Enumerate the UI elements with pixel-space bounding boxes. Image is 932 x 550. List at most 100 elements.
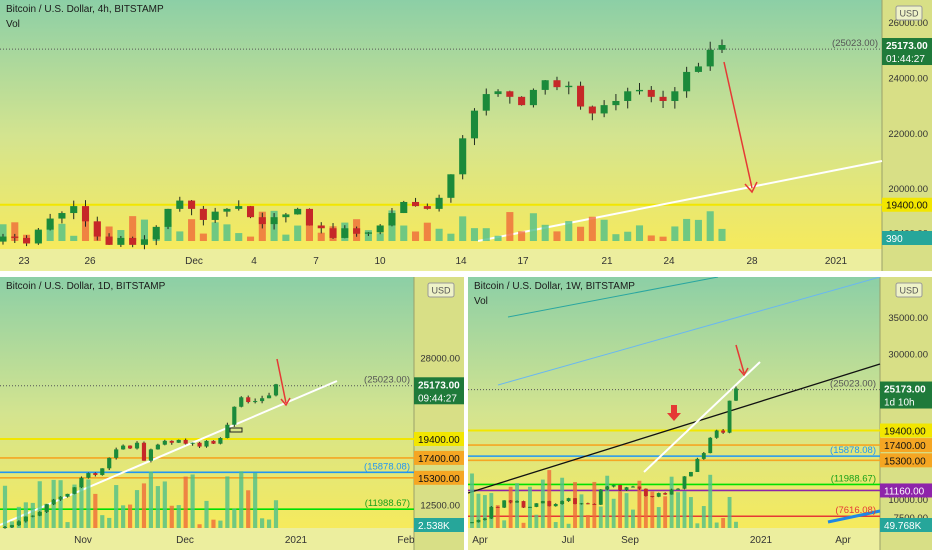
volume-label-1w: Vol [474, 296, 488, 307]
volume-bar [682, 491, 687, 528]
chart-panel-4h[interactable]: 23 26 Dec 4 7 10 14 17 21 24 28 2021 26000.00 24000.0… [0, 0, 932, 271]
candle-body [553, 80, 561, 88]
candle-body [618, 485, 623, 491]
level-label: (11988.67) [365, 498, 410, 509]
candle-body [51, 499, 56, 505]
volume-bar [246, 490, 251, 528]
volume-bar [734, 521, 738, 528]
volume-bar [72, 484, 77, 528]
candle-body [121, 445, 126, 450]
volume-bar [476, 493, 481, 528]
candle-body [199, 208, 207, 220]
candle-body [258, 217, 266, 225]
volume-tag [880, 518, 932, 532]
candle-body [79, 477, 84, 488]
candle-body [637, 486, 642, 489]
volume-bar [676, 492, 680, 528]
red-arrow-line [735, 344, 745, 374]
volume-bar [624, 493, 629, 528]
candle-body [58, 213, 66, 219]
candle-body [30, 515, 35, 517]
candle-body [294, 208, 302, 215]
chart-panel-1w[interactable]: AprJulSep2021Apr35000.0030000.0020000.00… [468, 277, 932, 550]
currency-badge [895, 5, 923, 21]
volume-bar [695, 523, 700, 528]
candle-body [560, 501, 565, 504]
volume-bar [211, 222, 219, 241]
volume-bar [721, 517, 726, 528]
x-tick-label: 17 [517, 256, 529, 267]
candle-body [239, 397, 244, 407]
candle-body [218, 438, 223, 444]
volume-bar [121, 505, 126, 528]
volume-tag [414, 518, 464, 532]
candle-body [176, 439, 181, 443]
level-label: (7616.08) [835, 505, 876, 516]
volume-bar [412, 231, 420, 241]
level-label: (11988.67) [831, 473, 876, 484]
last-price-tag [414, 377, 464, 392]
candle-body [246, 397, 251, 403]
volume-bar [148, 471, 154, 528]
time-axis-background [468, 528, 880, 550]
volume-bar [515, 483, 520, 528]
candle-body [232, 406, 237, 425]
countdown-label: 01:44:27 [886, 54, 925, 65]
volume-bar [637, 480, 642, 528]
chart-canvas-1d[interactable]: Nov Dec 2021 Feb 28000.00 12500.00 USD (25023.0… [0, 277, 464, 550]
volume-bar [140, 219, 148, 241]
x-tick-label: 7 [313, 256, 319, 267]
candle-body [148, 449, 154, 461]
candle-body [105, 236, 113, 245]
candle-body [588, 106, 596, 114]
candle-body [534, 503, 539, 507]
countdown-label: 09:44:27 [418, 393, 457, 404]
candle-body [176, 200, 184, 209]
candle-body [155, 444, 160, 450]
candle-body [643, 488, 648, 496]
volume-bar [508, 486, 513, 528]
candle-body [612, 100, 620, 106]
volume-bar [701, 506, 706, 528]
candle-body [541, 80, 549, 90]
volume-bar [253, 472, 258, 528]
chart-canvas-4h[interactable]: 23 26 Dec 4 7 10 14 17 21 24 28 2021 26000.00 24000.0… [0, 0, 932, 271]
candle-body [540, 501, 545, 504]
volume-bar [100, 515, 105, 528]
chart-canvas-1w[interactable]: AprJulSep2021Apr35000.0030000.0020000.00… [468, 277, 932, 550]
candle-body [412, 201, 420, 207]
volume-bar [282, 234, 290, 241]
volume-bar [588, 216, 596, 241]
volume-bar [708, 474, 713, 528]
volume-bar [400, 225, 408, 241]
candle-body [470, 110, 479, 139]
volume-bar [482, 495, 487, 528]
candle-body [502, 500, 507, 508]
candle-body [476, 519, 481, 523]
candle-body [694, 66, 702, 72]
volume-bar [553, 231, 561, 241]
level-tag [882, 197, 932, 212]
countdown-tag [880, 394, 932, 409]
plot-background [468, 277, 880, 528]
candle-body [400, 201, 408, 214]
volume-bar [459, 216, 467, 241]
volume-bar [376, 233, 384, 241]
x-tick-label: Apr [472, 535, 488, 546]
candle-body [565, 85, 573, 88]
marker-box [229, 427, 243, 433]
candle-body [260, 398, 265, 402]
level-tag [414, 450, 464, 465]
candle-body [659, 96, 667, 101]
volume-bar [190, 474, 195, 528]
volume-tag [882, 231, 932, 245]
volume-bar [81, 213, 90, 241]
candle-body [23, 237, 31, 244]
volume-tag-label: 49.768K [884, 521, 922, 532]
volume-bar [107, 517, 112, 528]
candle-body [553, 503, 558, 507]
chart-panel-1d[interactable]: Nov Dec 2021 Feb 28000.00 12500.00 USD (25023.0… [0, 277, 464, 550]
volume-bar [141, 483, 147, 528]
candle-body [127, 445, 133, 449]
last-price-tag [882, 38, 932, 53]
